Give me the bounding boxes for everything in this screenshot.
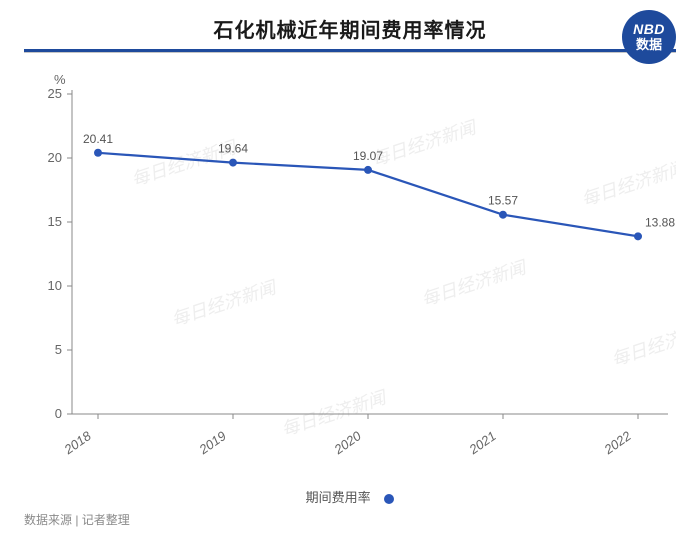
x-tick-label: 2021 — [466, 428, 499, 457]
logo-line1: NBD — [633, 22, 665, 37]
data-point — [499, 211, 507, 219]
y-tick-label: 20 — [48, 150, 62, 165]
title-underline — [24, 49, 676, 52]
y-tick-label: 25 — [48, 86, 62, 101]
x-tick-label: 2020 — [331, 428, 365, 458]
watermark-text: 每日经济新闻 — [579, 157, 676, 210]
data-point — [229, 159, 237, 167]
legend-dot-icon — [384, 494, 394, 504]
x-tick-label: 2019 — [196, 428, 229, 457]
data-point-label: 15.57 — [488, 194, 518, 208]
x-tick-label: 2022 — [601, 428, 635, 458]
watermark-text: 每日经济新闻 — [369, 117, 480, 170]
legend-label: 期间费用率 — [306, 490, 371, 505]
data-point-label: 19.64 — [218, 142, 248, 156]
data-point-label: 20.41 — [83, 132, 113, 146]
line-chart-svg: 每日经济新闻每日经济新闻每日经济新闻每日经济新闻每日经济新闻每日经济新闻每日经济… — [24, 66, 676, 492]
logo-line2: 数据 — [636, 38, 662, 52]
y-tick-label: 15 — [48, 214, 62, 229]
watermark-text: 每日经济新闻 — [169, 277, 280, 330]
y-tick-label: 10 — [48, 278, 62, 293]
y-axis-unit: % — [54, 72, 66, 87]
x-tick-label: 2018 — [61, 428, 95, 458]
chart-area: 每日经济新闻每日经济新闻每日经济新闻每日经济新闻每日经济新闻每日经济新闻每日经济… — [24, 66, 676, 492]
data-point — [94, 149, 102, 157]
chart-legend: 期间费用率 — [0, 487, 700, 506]
chart-header: 石化机械近年期间费用率情况 NBD 数据 — [0, 0, 700, 58]
y-tick-label: 5 — [55, 342, 62, 357]
watermark-text: 每日经济新闻 — [419, 257, 530, 310]
data-point — [634, 232, 642, 240]
data-point-label: 13.88 — [645, 215, 675, 229]
data-point — [364, 166, 372, 174]
nbd-logo: NBD 数据 — [622, 10, 676, 64]
chart-title: 石化机械近年期间费用率情况 — [0, 14, 700, 43]
y-tick-label: 0 — [55, 406, 62, 421]
watermark-text: 每日经济新闻 — [609, 317, 676, 370]
data-point-label: 19.07 — [353, 149, 383, 163]
watermark-text: 每日经济新闻 — [279, 387, 390, 440]
chart-source-footer: 数据来源 | 记者整理 — [24, 511, 130, 528]
